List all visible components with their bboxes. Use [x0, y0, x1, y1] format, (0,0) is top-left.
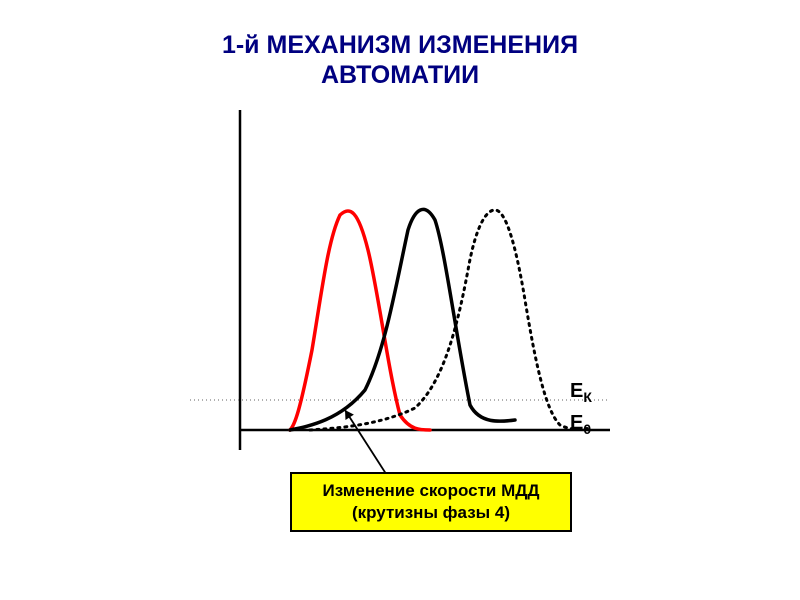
curve-dotted	[310, 210, 590, 430]
label-ek-sub: К	[583, 389, 592, 405]
chart-area	[190, 100, 560, 440]
label-e0-sub: 0	[583, 421, 591, 437]
annotation-line1: Изменение скорости МДД	[323, 481, 540, 500]
label-ek-text: Е	[570, 380, 583, 402]
arrow-line	[345, 410, 390, 480]
annotation-line2: (крутизны фазы 4)	[352, 503, 510, 522]
annotation-box: Изменение скорости МДД (крутизны фазы 4)	[290, 472, 572, 532]
curve-black	[290, 209, 515, 430]
title-line1: 1-й МЕХАНИЗМ ИЗМЕНЕНИЯ	[222, 31, 578, 59]
title-line2: АВТОМАТИИ	[321, 61, 479, 89]
label-e0-text: Е	[570, 412, 583, 434]
label-ek: ЕК	[570, 380, 592, 405]
chart-title: 1-й МЕХАНИЗМ ИЗМЕНЕНИЯ АВТОМАТИИ	[0, 30, 800, 90]
chart-svg	[190, 100, 610, 480]
label-e0: Е0	[570, 412, 591, 437]
